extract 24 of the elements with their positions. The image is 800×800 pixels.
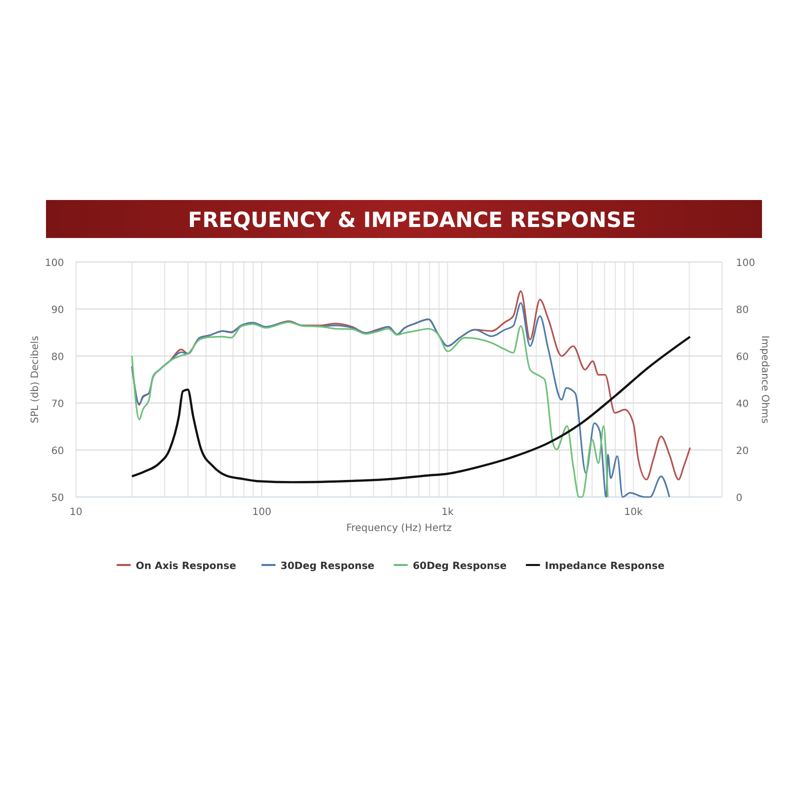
y-axis-title: SPL (db) Decibels <box>30 336 41 424</box>
y2-tick-label: 80 <box>736 305 749 316</box>
y2-tick-label: 0 <box>736 493 742 504</box>
x-tick-label: 10k <box>624 507 643 518</box>
legend-label: 30Deg Response <box>280 561 375 572</box>
legend-label: On Axis Response <box>136 561 236 572</box>
x-axis-title: Frequency (Hz) Hertz <box>346 523 452 534</box>
x-tick-label: 1k <box>441 507 454 518</box>
y-tick-label: 70 <box>51 399 64 410</box>
y-tick-label: 90 <box>51 305 64 316</box>
y2-tick-label: 60 <box>736 352 749 363</box>
y-tick-label: 100 <box>44 258 64 269</box>
legend-label: 60Deg Response <box>412 561 507 572</box>
y2-axis-title: Impedance Ohms <box>759 336 770 424</box>
legend-label: Impedance Response <box>544 561 665 572</box>
x-tick-label: 10 <box>70 507 82 518</box>
y-tick-label: 50 <box>51 493 64 504</box>
y2-tick-label: 100 <box>736 258 756 269</box>
y2-tick-label: 40 <box>736 399 749 410</box>
y-tick-label: 80 <box>51 352 64 363</box>
chart-title: FREQUENCY & IMPEDANCE RESPONSE <box>188 208 636 232</box>
y2-tick-label: 20 <box>736 446 749 457</box>
y-tick-label: 60 <box>51 446 64 457</box>
x-tick-label: 100 <box>252 507 272 518</box>
